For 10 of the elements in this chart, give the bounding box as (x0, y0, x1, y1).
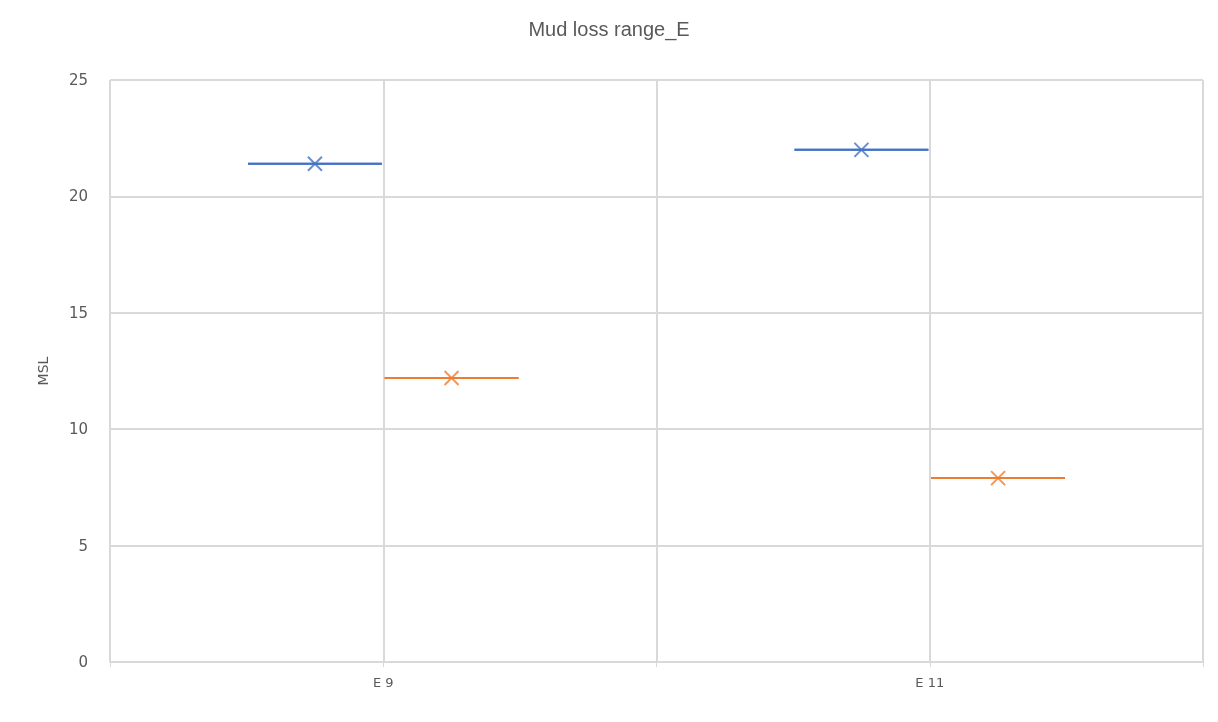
y-tick-label: 5 (78, 536, 88, 555)
x-tick-label: E 11 (915, 675, 945, 690)
y-axis-title: MSL (35, 356, 51, 386)
y-tick-label: 20 (68, 187, 88, 206)
y-tick-label: 0 (78, 653, 88, 671)
y-tick-label: 25 (68, 71, 88, 89)
chart-title: Mud loss range_E (528, 18, 690, 41)
y-tick-label: 15 (68, 303, 88, 322)
y-tick-label: 10 (68, 420, 88, 439)
x-tick-label: E 9 (372, 675, 394, 690)
